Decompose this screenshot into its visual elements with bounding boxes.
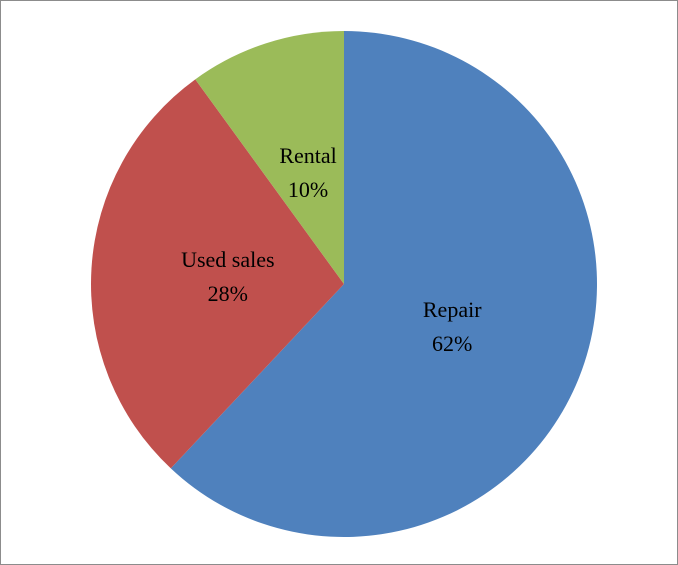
- slice-label: Rental 10%: [258, 139, 358, 207]
- category-label: Used sales: [181, 246, 275, 272]
- pie-slice: [170, 31, 597, 537]
- slice-label: Used sales 28%: [178, 243, 278, 311]
- pie-slice: [91, 79, 344, 469]
- pie-slice: [195, 31, 344, 284]
- slice-label: Repair 62%: [402, 293, 502, 361]
- value-label: 28%: [207, 280, 248, 306]
- value-label: 10%: [287, 177, 329, 203]
- category-label: Rental: [279, 143, 337, 169]
- value-label: 62%: [432, 330, 473, 356]
- category-label: Repair: [422, 296, 482, 322]
